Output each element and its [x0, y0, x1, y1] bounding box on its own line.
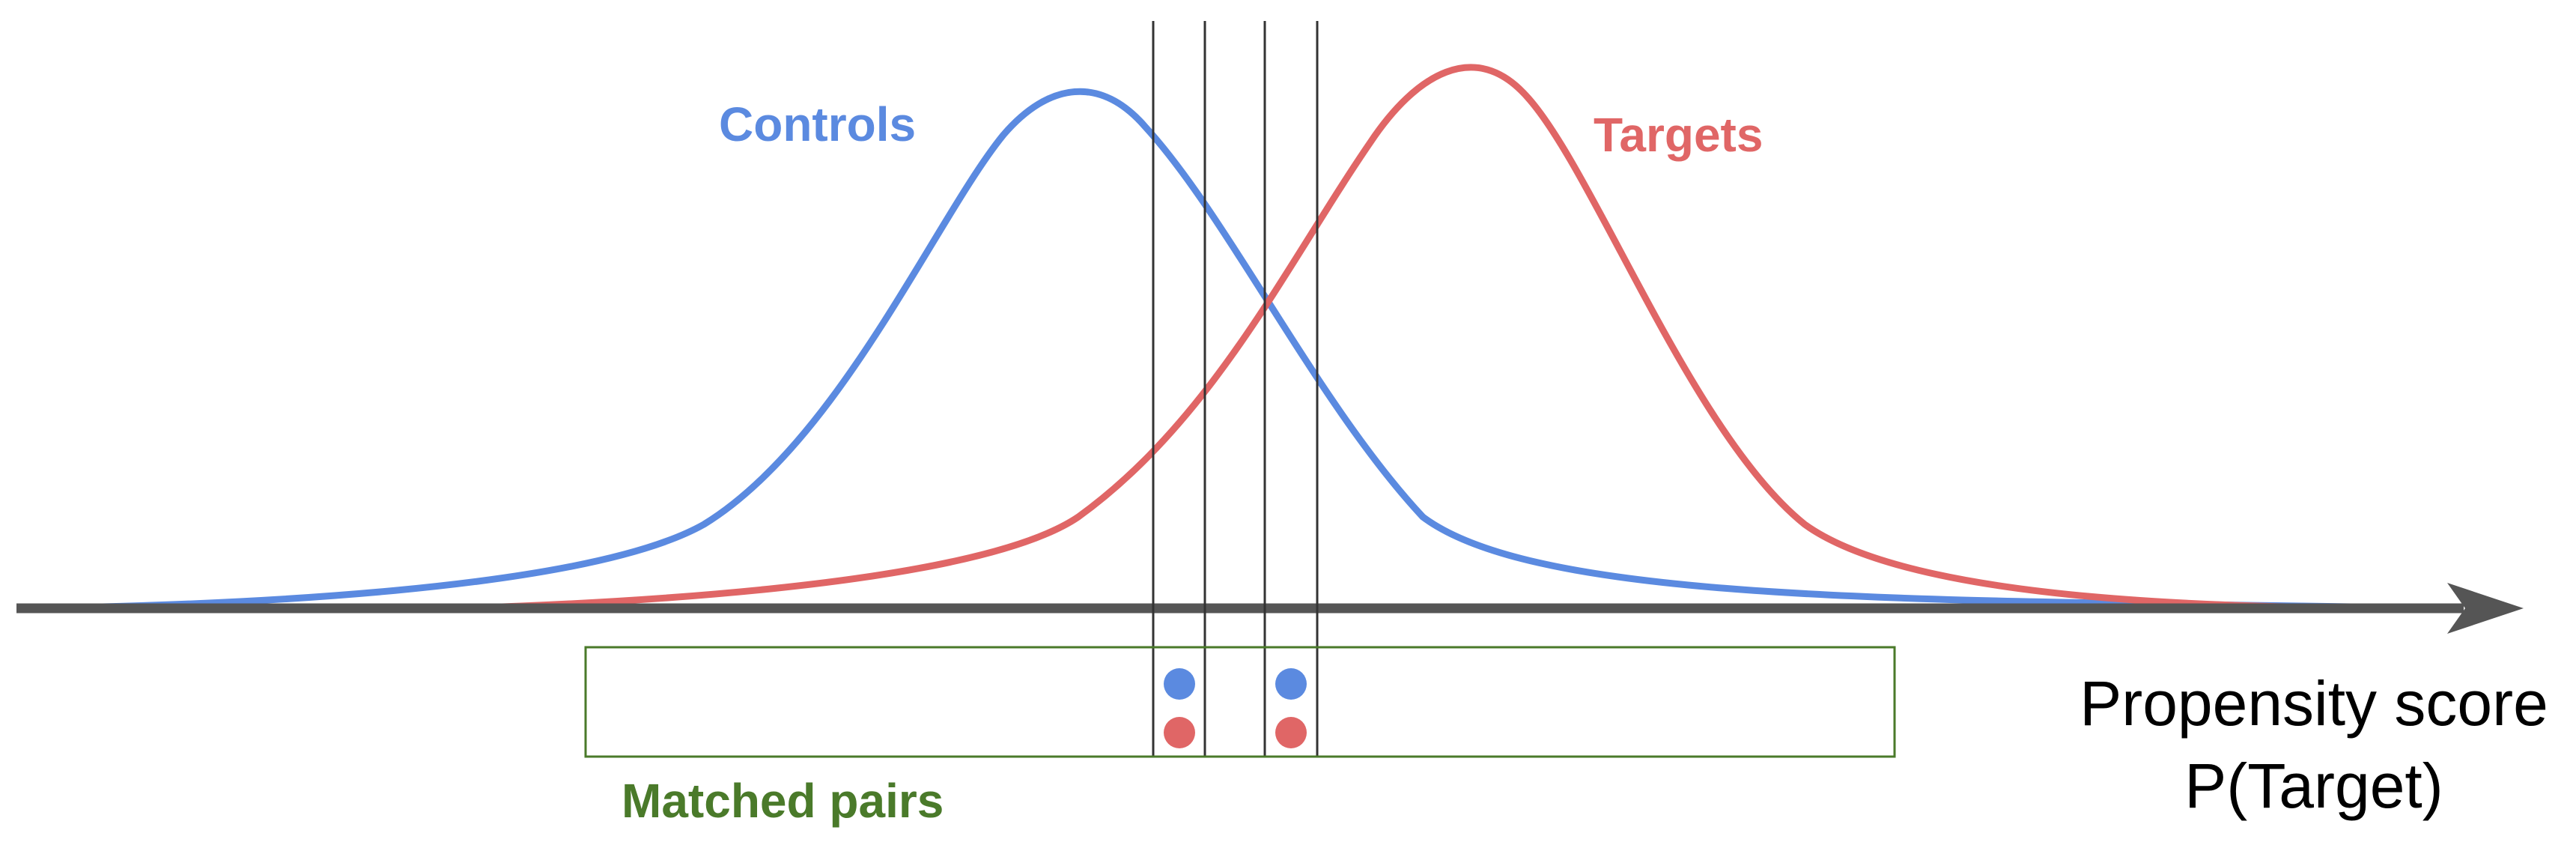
controls-distribution-curve: [26, 88, 2445, 612]
axis-label-propensity-score: Propensity score: [2080, 668, 2548, 739]
target-point: [1275, 717, 1307, 748]
targets-label: Targets: [1594, 108, 1763, 162]
matched-pairs-label: Matched pairs: [622, 774, 944, 828]
matching-guide-lines: [1152, 21, 1319, 757]
axis-label-p-target: P(Target): [2184, 751, 2443, 821]
target-point: [1164, 717, 1195, 748]
targets-distribution-curve: [401, 64, 2446, 614]
matched-pair-points: [1164, 668, 1307, 748]
control-point: [1164, 668, 1195, 700]
control-point: [1275, 668, 1307, 700]
matched-pairs-box: [584, 646, 1896, 758]
controls-label: Controls: [719, 97, 916, 151]
arrow-right-icon: [2447, 583, 2524, 634]
